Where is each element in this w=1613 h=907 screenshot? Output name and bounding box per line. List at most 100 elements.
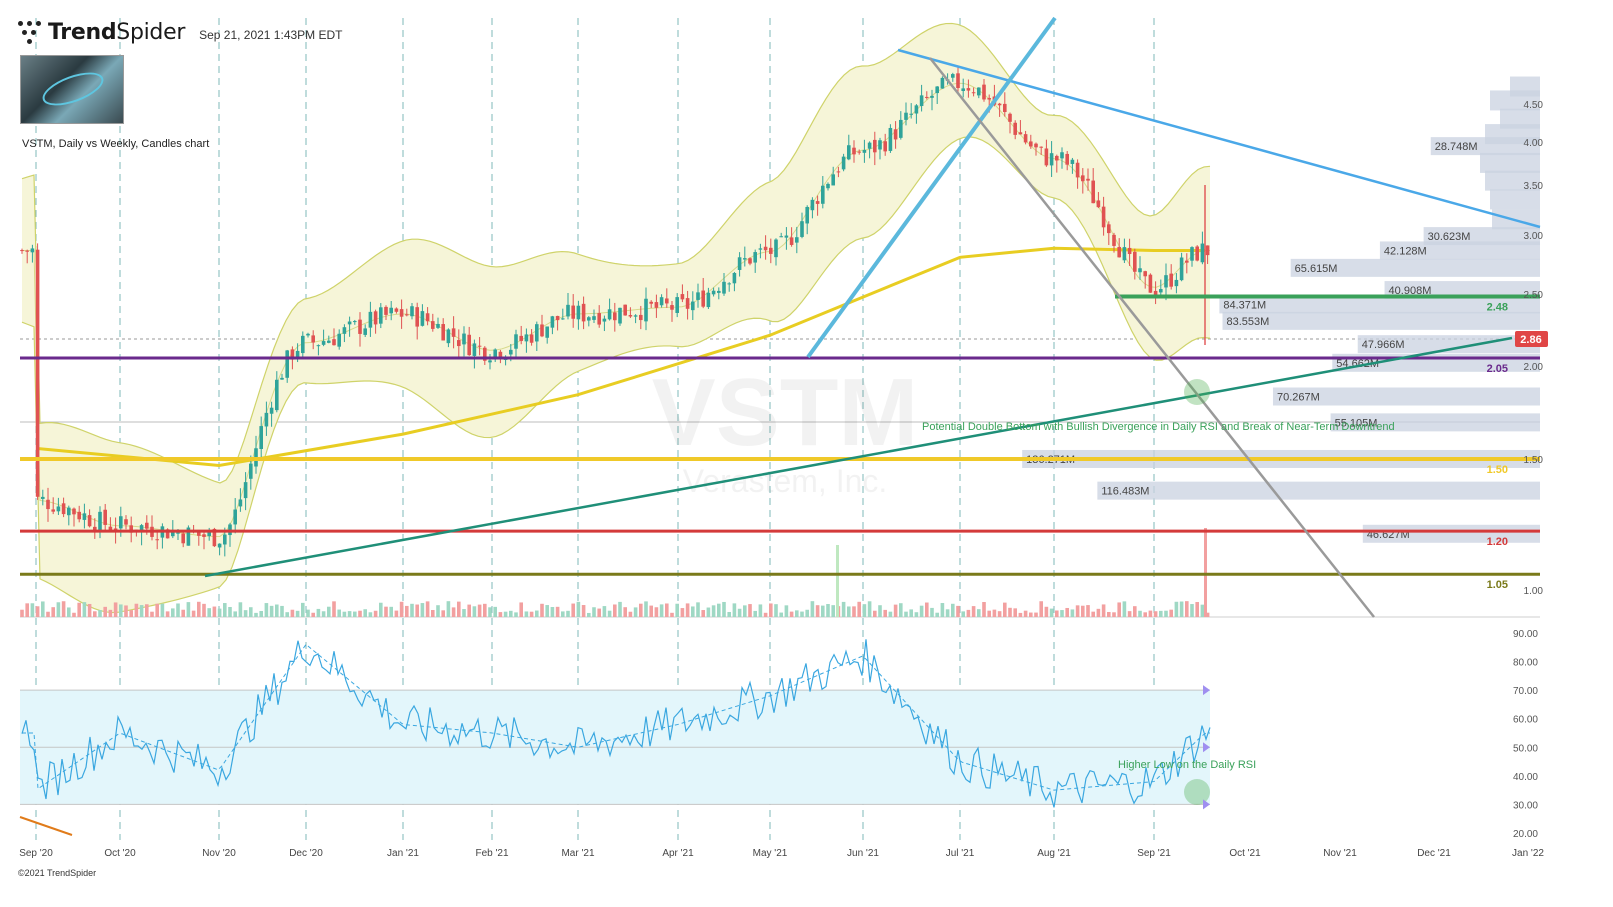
rsi-y-tick-label: 20.00 xyxy=(1513,829,1538,840)
volume-bar xyxy=(342,611,347,617)
last-price-label: 2.86 xyxy=(1520,334,1541,346)
candle-body xyxy=(119,516,123,529)
candle-body xyxy=(550,316,555,328)
candle-body xyxy=(909,113,913,115)
volume-bar xyxy=(789,611,794,617)
volume-bar xyxy=(1205,612,1210,617)
candle-body xyxy=(711,290,716,295)
candle-body xyxy=(982,84,986,100)
volume-bar xyxy=(587,612,591,617)
candle-body xyxy=(566,304,570,317)
volume-bar xyxy=(259,610,263,617)
x-tick-label: Sep '20 xyxy=(19,848,53,859)
volume-bar xyxy=(919,605,924,617)
candle-body xyxy=(904,112,908,120)
candle-body xyxy=(82,513,87,520)
volume-bar xyxy=(1029,612,1033,617)
volume-bar xyxy=(1127,611,1132,617)
volume-bar xyxy=(800,611,804,617)
volume-bar xyxy=(171,608,175,617)
candle-body xyxy=(727,283,731,285)
volume-bar xyxy=(212,606,217,617)
candle-body xyxy=(1018,132,1023,135)
candle-body xyxy=(914,105,919,114)
candle-body xyxy=(1200,243,1205,263)
candle-body xyxy=(831,174,835,186)
volume-bar xyxy=(493,606,497,617)
volume-bar xyxy=(93,611,97,617)
candle-body xyxy=(779,236,783,238)
candle-body xyxy=(857,151,861,153)
volume-bar xyxy=(732,603,737,617)
volume-bar xyxy=(311,612,315,617)
x-tick-label: Jan '21 xyxy=(387,848,419,859)
candle-body xyxy=(410,306,414,317)
volume-bar xyxy=(628,611,633,617)
x-tick-label: Dec '21 xyxy=(1417,848,1451,859)
volume-bar xyxy=(35,606,40,617)
volume-bar xyxy=(275,604,279,617)
candle-body xyxy=(763,246,768,251)
rsi-y-tick-label: 60.00 xyxy=(1513,715,1538,726)
candle-body xyxy=(379,307,383,324)
candle-body xyxy=(431,321,435,329)
volume-profile-label: 83.553M xyxy=(1226,316,1269,328)
candle-body xyxy=(51,509,55,512)
volume-bar xyxy=(129,610,133,617)
volume-bar xyxy=(535,610,539,617)
volume-profile-label: 30.623M xyxy=(1428,231,1471,243)
volume-bar xyxy=(368,612,373,617)
candle-body xyxy=(867,142,872,149)
y-tick-label: 2.00 xyxy=(1524,362,1544,373)
candle-body xyxy=(951,74,955,78)
candle-body xyxy=(540,324,544,337)
volume-bar xyxy=(847,606,851,617)
x-tick-label: Feb '21 xyxy=(475,848,508,859)
volume-bar xyxy=(1070,609,1075,617)
double-bottom-marker xyxy=(1184,379,1210,405)
volume-bar xyxy=(883,609,887,617)
candle-body xyxy=(581,303,586,322)
candle-body xyxy=(555,315,560,321)
volume-bar xyxy=(852,606,856,617)
volume-bar xyxy=(857,601,861,617)
volume-bar xyxy=(873,610,877,617)
x-tick-label: Jun '21 xyxy=(847,848,879,859)
candle-body xyxy=(342,327,347,334)
candle-body xyxy=(217,543,222,548)
volume-bar xyxy=(113,602,118,617)
volume-bar xyxy=(425,601,430,617)
brand-name[interactable]: TrendSpider xyxy=(48,20,185,45)
volume-bar xyxy=(613,604,617,617)
volume-bar xyxy=(384,606,388,617)
bollinger-middle xyxy=(22,82,1211,537)
volume-bar xyxy=(228,606,232,617)
volume-bar xyxy=(1133,606,1137,617)
volume-bar xyxy=(722,601,726,617)
candle-body xyxy=(1112,234,1116,246)
candle-body xyxy=(321,341,326,345)
candle-body xyxy=(181,533,185,544)
volume-bar xyxy=(353,611,357,617)
volume-bar xyxy=(1200,604,1205,617)
volume-bar xyxy=(1185,601,1189,617)
candle-body xyxy=(597,313,601,325)
volume-profile-label: 116.483M xyxy=(1101,486,1149,498)
candle-body xyxy=(467,334,471,356)
candle-body xyxy=(795,237,799,243)
volume-bar xyxy=(332,601,336,617)
candle-body xyxy=(1190,247,1194,261)
volume-bar xyxy=(1159,610,1163,617)
candle-body xyxy=(223,534,227,545)
candle-body xyxy=(997,103,1002,106)
volume-bar xyxy=(529,611,534,617)
volume-bar xyxy=(134,603,139,617)
candle-body xyxy=(971,92,976,94)
volume-bar xyxy=(483,603,487,617)
volume-bar xyxy=(893,604,898,617)
chart-annotation: Potential Double Bottom with Bullish Div… xyxy=(922,421,1395,433)
volume-bar xyxy=(810,601,815,617)
candle-body xyxy=(186,527,191,546)
y-tick-label: 3.50 xyxy=(1524,181,1544,192)
